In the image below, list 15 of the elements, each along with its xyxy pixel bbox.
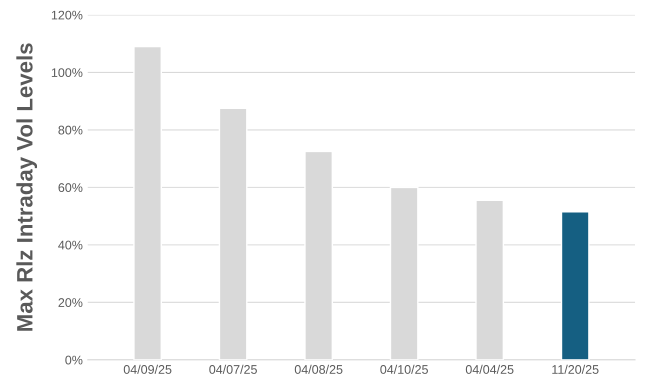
y-axis-title: Max Rlz Intraday Vol Levels xyxy=(16,43,38,331)
y-tick-label: 80% xyxy=(58,126,82,135)
x-tick-label: 04/08/25 xyxy=(294,364,342,374)
y-tick-label: 20% xyxy=(58,298,82,308)
x-tick-label: 04/07/25 xyxy=(209,364,257,374)
x-tick-label: 04/10/25 xyxy=(380,364,428,374)
y-tick-label: 0% xyxy=(65,356,82,365)
y-tick-label: 40% xyxy=(58,240,82,250)
y-tick-label: 120% xyxy=(52,10,82,20)
y-tick-label: 100% xyxy=(52,68,82,78)
bar xyxy=(560,211,590,360)
x-tick-label: 11/20/25 xyxy=(552,364,599,374)
x-tick-label: 04/04/25 xyxy=(466,364,514,374)
x-tick-label: 04/09/25 xyxy=(124,364,172,374)
y-tick-label: 60% xyxy=(58,183,82,192)
